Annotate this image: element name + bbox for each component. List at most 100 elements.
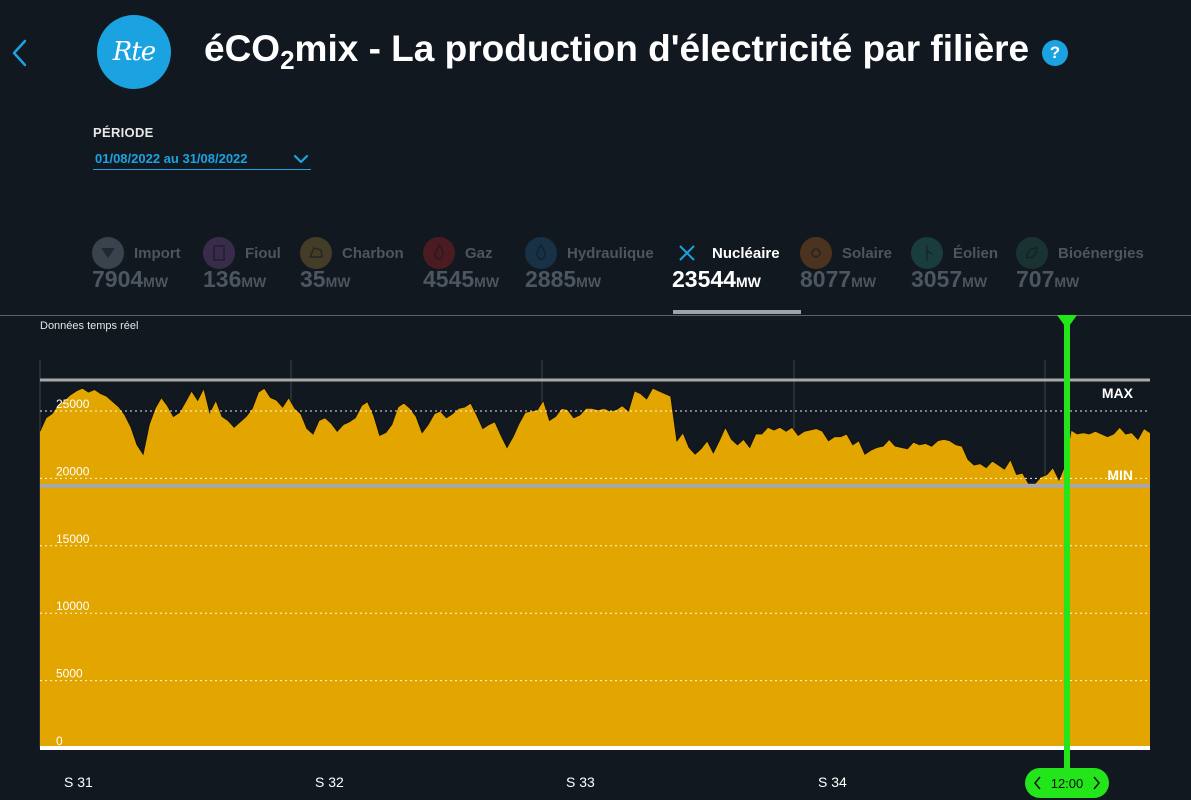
source-tab-fioul[interactable]: Fioul 136MW: [203, 236, 281, 293]
production-line: [39, 386, 1151, 485]
source-name: Fioul: [245, 244, 281, 262]
source-value-unit: MW: [143, 274, 169, 290]
source-value-unit: MW: [241, 274, 267, 290]
source-value-number: 7904: [92, 266, 144, 292]
source-icon-badge: [800, 237, 832, 269]
source-value: 4545MW: [423, 266, 499, 293]
source-icon-badge: [1016, 237, 1048, 269]
source-value: 35MW: [300, 266, 404, 293]
source-value: 707MW: [1016, 266, 1144, 293]
source-header: Hydraulique: [525, 236, 654, 270]
source-tab-solaire[interactable]: Solaire 8077MW: [800, 236, 892, 293]
source-icon-badge: [525, 237, 557, 269]
source-value-unit: MW: [325, 274, 351, 290]
source-value-unit: MW: [851, 274, 877, 290]
chevron-left-icon: [1034, 776, 1041, 790]
divider: [0, 315, 1191, 316]
title-subscript: 2: [280, 45, 295, 75]
coal-icon: [308, 247, 323, 258]
source-tab-hydraulique[interactable]: Hydraulique 2885MW: [525, 236, 654, 293]
source-tab-bioenergies[interactable]: Bioénergies 707MW: [1016, 236, 1144, 293]
source-value-number: 8077: [800, 266, 852, 292]
period-label: PÉRIODE: [93, 125, 154, 140]
title-part: éCO: [204, 28, 281, 69]
chevron-right-icon: [1093, 776, 1100, 790]
source-value: 7904MW: [92, 266, 181, 293]
source-value: 2885MW: [525, 266, 654, 293]
logo-text: Rte: [112, 37, 156, 67]
source-name: Éolien: [953, 244, 999, 262]
source-header: Éolien: [911, 236, 998, 270]
close-icon: [679, 245, 695, 261]
time-cursor-label: 12:00: [1051, 776, 1084, 791]
y-tick-label: 0: [56, 734, 63, 748]
import-icon: [101, 248, 115, 258]
help-button[interactable]: ?: [1042, 40, 1068, 66]
source-value-number: 136: [203, 266, 242, 292]
back-button[interactable]: [8, 38, 32, 68]
production-area: [40, 388, 1150, 748]
source-value: 23544MW: [672, 266, 780, 293]
y-tick-label: 25000: [56, 397, 90, 411]
source-name: Import: [134, 244, 181, 262]
y-tick-label: 10000: [56, 599, 90, 613]
sun-icon: [811, 248, 821, 258]
source-value-number: 23544: [672, 266, 736, 292]
source-icon-badge: [300, 237, 332, 269]
fuel-icon: [213, 245, 225, 261]
source-value: 136MW: [203, 266, 281, 293]
page-title: éCO2mix - La production d'électricité pa…: [204, 28, 1029, 76]
source-tab-eolien[interactable]: Éolien 3057MW: [911, 236, 998, 293]
source-value-number: 707: [1016, 266, 1055, 292]
x-tick-label: S 33: [566, 774, 595, 790]
source-value-unit: MW: [1054, 274, 1080, 290]
period-value: 01/08/2022 au 31/08/2022: [95, 151, 248, 166]
source-tab-nucleaire[interactable]: Nucléaire 23544MW: [672, 236, 780, 293]
source-tab-charbon[interactable]: Charbon 35MW: [300, 236, 404, 293]
max-label: MAX: [1102, 385, 1134, 401]
source-name: Nucléaire: [712, 244, 780, 262]
chevron-down-icon: [293, 154, 309, 163]
source-header: Import: [92, 236, 181, 270]
y-tick-label: 20000: [56, 464, 90, 478]
source-value: 8077MW: [800, 266, 892, 293]
flame-icon: [434, 243, 444, 260]
source-value-number: 35: [300, 266, 326, 292]
chart-caption: Données temps réel: [40, 320, 139, 332]
water-drop-icon: [536, 243, 546, 260]
rte-logo: Rte: [97, 15, 171, 89]
x-tick-label: S 34: [818, 774, 847, 790]
chevron-left-icon: [12, 39, 27, 67]
source-value-unit: MW: [474, 274, 500, 290]
source-name: Charbon: [342, 244, 404, 262]
active-source-indicator: [673, 310, 801, 314]
x-tick-label: S 31: [64, 774, 93, 790]
time-cursor-pill[interactable]: [1025, 768, 1109, 798]
source-value-number: 4545: [423, 266, 475, 292]
source-name: Solaire: [842, 244, 893, 262]
source-tab-gaz[interactable]: Gaz 4545MW: [423, 236, 499, 293]
source-value-unit: MW: [735, 274, 761, 290]
period-dropdown[interactable]: 01/08/2022 au 31/08/2022: [93, 148, 311, 170]
source-header: Charbon: [300, 236, 404, 270]
y-tick-label: 15000: [56, 532, 90, 546]
min-label: MIN: [1107, 467, 1133, 483]
source-icon-badge: [676, 237, 698, 269]
source-tab-import[interactable]: Import 7904MW: [92, 236, 181, 293]
x-tick-label: S 32: [315, 774, 344, 790]
production-chart[interactable]: 0 5000 10000 15000 20000 25000 MAX MIN S 31 S 32 S…: [0, 315, 1191, 800]
question-mark-icon: ?: [1049, 43, 1061, 62]
source-header: Gaz: [423, 236, 499, 270]
source-value-number: 3057: [911, 266, 963, 292]
source-value-number: 2885: [525, 266, 577, 292]
y-tick-label: 5000: [56, 667, 83, 681]
source-icon-badge: [423, 237, 455, 269]
source-header: Bioénergies: [1016, 236, 1144, 270]
source-icon-badge: [203, 237, 235, 269]
source-value-unit: MW: [962, 274, 988, 290]
source-value: 3057MW: [911, 266, 998, 293]
source-name: Bioénergies: [1058, 244, 1144, 262]
source-header: Solaire: [800, 236, 892, 270]
source-name: Hydraulique: [567, 244, 654, 262]
source-icon-badge: [92, 237, 124, 269]
